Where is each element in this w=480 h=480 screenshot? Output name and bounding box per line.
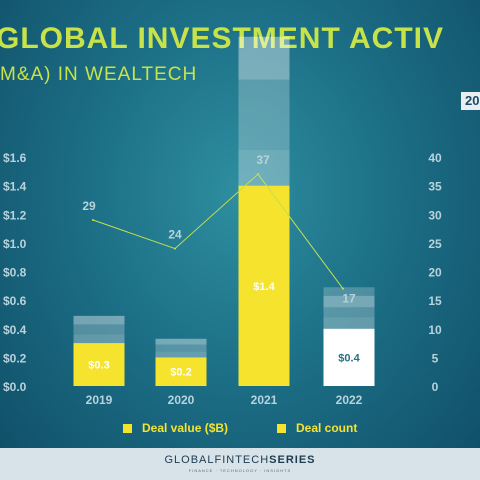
left-tick-label: $0.2 <box>3 351 27 365</box>
right-tick-label: 15 <box>428 294 442 308</box>
bar-segment <box>155 351 207 358</box>
x-tick-label: 2020 <box>168 393 195 407</box>
right-tick-label: 0 <box>432 380 439 394</box>
deal-count-point <box>342 287 344 290</box>
bar-data-label: $0.3 <box>88 360 109 372</box>
legend-swatch <box>123 423 132 433</box>
right-tick-label: 25 <box>428 237 442 251</box>
chart-title: GLOBAL INVESTMENT ACTIV <box>0 22 445 55</box>
deal-count-line <box>92 173 344 289</box>
deal-count-point <box>257 173 259 176</box>
legend-label: Deal value ($B) <box>142 421 229 435</box>
right-axis: 0 5 10 15 20 25 30 35 40 <box>428 151 442 394</box>
deal-count-label: 24 <box>168 228 182 242</box>
bar-segment <box>155 344 207 352</box>
x-axis: 2019 2020 2021 2022 <box>86 393 363 407</box>
deal-count-label: 29 <box>82 199 96 213</box>
bar-segment <box>238 79 290 150</box>
deal-count-point <box>92 218 94 221</box>
left-tick-label: $1.0 <box>3 237 27 251</box>
legend-item-deal-value: Deal value ($B) <box>123 421 228 435</box>
right-tick-label: 10 <box>428 323 442 337</box>
footer: GLOBALFINTECHSERIES FINANCE · TECHNOLOGY… <box>0 448 480 480</box>
bar-deal-value <box>323 328 375 386</box>
brand-logo: GLOBALFINTECHSERIES <box>164 454 316 466</box>
left-tick-label: $0.6 <box>3 294 27 308</box>
bar-data-label: $0.2 <box>170 367 191 379</box>
legend-label: Deal count <box>296 421 358 435</box>
bar-series: $0.3 $0.2 $1.4 $0.4 <box>73 36 375 386</box>
left-tick-label: $0.0 <box>3 380 27 394</box>
bar-segment <box>73 324 125 335</box>
right-tick-label: 35 <box>428 180 442 194</box>
right-tick-label: 30 <box>428 208 442 222</box>
year-badge: 20 <box>461 92 480 110</box>
bar-data-label: $0.4 <box>338 352 360 364</box>
bar-segment <box>238 149 290 186</box>
bar-segment <box>323 295 375 308</box>
chart-subtitle: M&A) IN WEALTECH <box>0 64 198 85</box>
deal-count-label: 37 <box>256 153 270 167</box>
bar-segment <box>73 334 125 344</box>
bar-deal-value <box>155 357 207 386</box>
left-tick-label: $0.8 <box>3 266 27 280</box>
legend-item-deal-count: Deal count <box>277 421 357 435</box>
bar-data-label: $1.4 <box>253 281 275 293</box>
deal-count-label: 17 <box>342 292 356 306</box>
right-tick-label: 40 <box>428 151 442 165</box>
left-tick-label: $1.4 <box>3 180 27 194</box>
bar-segment <box>73 315 125 325</box>
line-series: 29 24 37 17 <box>82 153 356 305</box>
bar-segment <box>323 287 375 296</box>
legend-swatch <box>277 423 286 433</box>
bar-deal-value <box>238 185 290 386</box>
brand-tagline: FINANCE · TECHNOLOGY · INSIGHTS <box>188 468 292 473</box>
x-tick-label: 2021 <box>251 393 278 407</box>
x-tick-label: 2022 <box>336 393 363 407</box>
left-tick-label: $1.6 <box>3 151 27 165</box>
right-tick-label: 20 <box>428 266 442 280</box>
bar-segment <box>323 317 375 329</box>
bar-segment <box>323 307 375 318</box>
deal-count-point <box>174 247 176 250</box>
chart-canvas: $0.0 $0.2 $0.4 $0.6 $0.8 $1.0 $1.2 $1.4 $1.6 0 5 1… <box>3 36 442 407</box>
right-tick-label: 5 <box>432 351 439 365</box>
x-tick-label: 2019 <box>86 393 113 407</box>
left-axis: $0.0 $0.2 $0.4 $0.6 $0.8 $1.0 $1.2 $1.4 $1.6 <box>3 151 27 394</box>
left-tick-label: $0.4 <box>3 323 27 337</box>
bar-segment <box>238 36 290 80</box>
bar-deal-value <box>73 343 125 386</box>
left-tick-label: $1.2 <box>3 208 27 222</box>
bar-segment <box>155 338 207 345</box>
